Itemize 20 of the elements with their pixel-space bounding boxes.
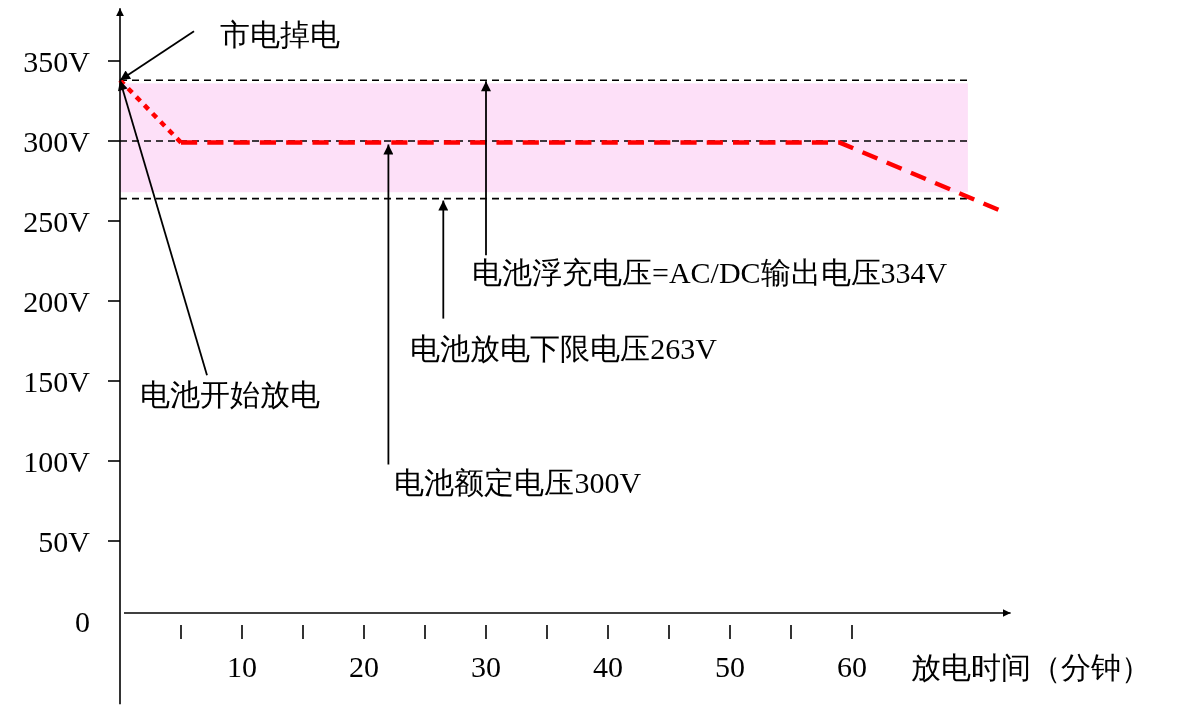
x-tick-label: 30	[471, 650, 501, 683]
x-tick-label: 50	[715, 650, 745, 683]
y-tick-label: 0	[75, 605, 90, 638]
annotation: 市电掉电	[220, 18, 340, 52]
y-tick-label: 200V	[23, 285, 91, 318]
y-tick-label: 50V	[38, 525, 91, 558]
annotation: 电池浮充电压=AC/DC输出电压334V	[472, 256, 948, 290]
x-tick-label: 60	[837, 650, 867, 683]
y-tick-label: 150V	[23, 365, 91, 398]
annotation: 电池额定电压300V	[394, 465, 642, 499]
y-tick-label: 300V	[23, 125, 91, 158]
y-tick-label: 100V	[23, 445, 91, 478]
annotation: 电池放电下限电压263V	[410, 331, 718, 365]
x-tick-label: 20	[349, 650, 379, 683]
y-tick-label: 350V	[23, 45, 91, 78]
x-tick-label: 10	[227, 650, 257, 683]
y-tick-label: 250V	[23, 205, 91, 238]
x-axis-title: 放电时间（分钟）	[910, 651, 1151, 684]
x-tick-label: 40	[593, 650, 623, 683]
annotation: 电池开始放电	[140, 378, 320, 412]
